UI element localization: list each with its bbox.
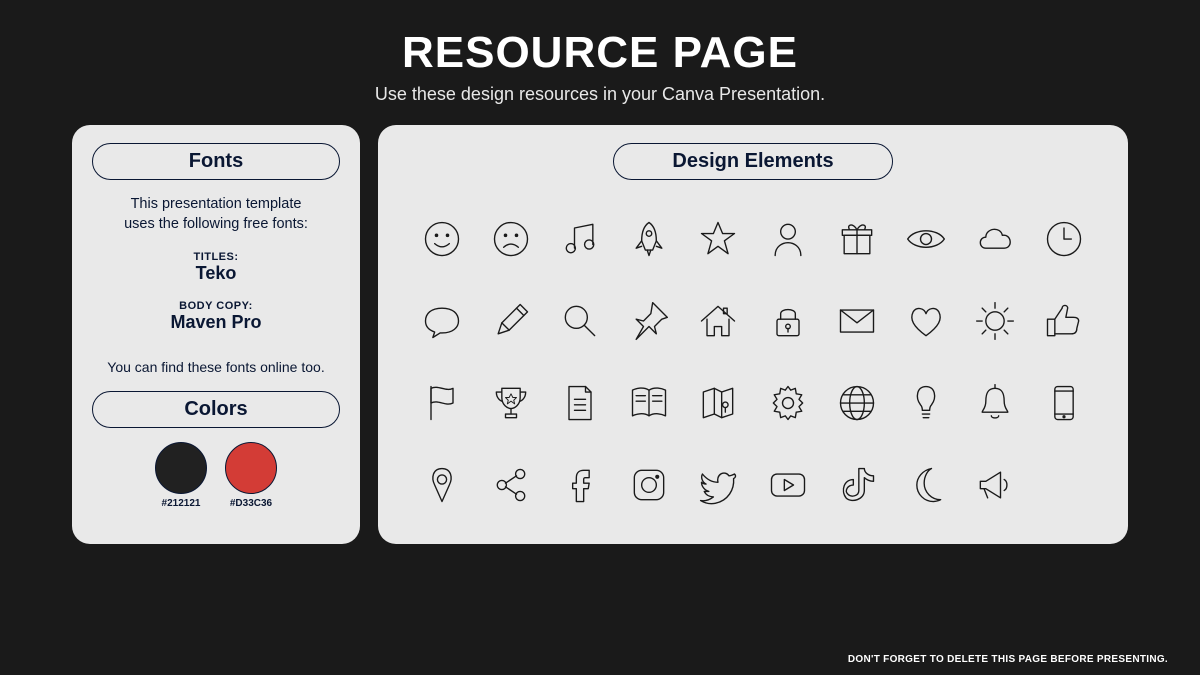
fonts-intro: This presentation template uses the foll…	[92, 194, 340, 235]
swatch-circle-1	[155, 442, 207, 494]
clock-icon	[1039, 212, 1090, 266]
phone-icon	[1039, 376, 1090, 430]
facebook-icon	[554, 458, 605, 512]
sun-icon	[970, 294, 1021, 348]
flag-icon	[416, 376, 467, 430]
map-icon	[693, 376, 744, 430]
swatch-hex-1: #212121	[155, 498, 207, 509]
body-label: BODY COPY:	[92, 300, 340, 312]
body-font-name: Maven Pro	[92, 312, 340, 333]
icon-grid	[398, 202, 1108, 522]
page-title: RESOURCE PAGE	[0, 28, 1200, 78]
speech-bubble-icon	[416, 294, 467, 348]
twitter-icon	[693, 458, 744, 512]
moon-icon	[900, 458, 951, 512]
tiktok-icon	[831, 458, 882, 512]
titles-font-name: Teko	[92, 263, 340, 284]
fonts-colors-panel: Fonts This presentation template uses th…	[72, 125, 360, 544]
fonts-note: You can find these fonts online too.	[92, 359, 340, 375]
eye-icon	[900, 212, 951, 266]
bell-icon	[970, 376, 1021, 430]
lightbulb-icon	[900, 376, 951, 430]
titles-label: TITLES:	[92, 251, 340, 263]
fonts-heading: Fonts	[92, 143, 340, 180]
youtube-icon	[762, 458, 813, 512]
lock-icon	[762, 294, 813, 348]
music-icon	[554, 212, 605, 266]
header: RESOURCE PAGE Use these design resources…	[0, 0, 1200, 105]
swatch-1: #212121	[155, 442, 207, 509]
elements-heading: Design Elements	[613, 143, 893, 180]
sad-icon	[485, 212, 536, 266]
document-icon	[554, 376, 605, 430]
gear-icon	[762, 376, 813, 430]
user-icon	[762, 212, 813, 266]
share-icon	[485, 458, 536, 512]
fonts-intro-line2: uses the following free fonts:	[124, 216, 308, 232]
colors-heading: Colors	[92, 391, 340, 428]
book-icon	[624, 376, 675, 430]
smile-icon	[416, 212, 467, 266]
swatch-hex-2: #D33C36	[225, 498, 277, 509]
magnifier-icon	[554, 294, 605, 348]
instagram-icon	[624, 458, 675, 512]
pushpin-icon	[624, 294, 675, 348]
trophy-icon	[485, 376, 536, 430]
panels-row: Fonts This presentation template uses th…	[0, 105, 1200, 544]
rocket-icon	[624, 212, 675, 266]
page-subtitle: Use these design resources in your Canva…	[0, 84, 1200, 105]
location-pin-icon	[416, 458, 467, 512]
color-swatches: #212121 #D33C36	[92, 442, 340, 509]
fonts-intro-line1: This presentation template	[131, 196, 302, 212]
design-elements-panel: Design Elements	[378, 125, 1128, 544]
gift-icon	[831, 212, 882, 266]
thumbs-up-icon	[1039, 294, 1090, 348]
megaphone-icon	[970, 458, 1021, 512]
heart-icon	[900, 294, 951, 348]
swatch-circle-2	[225, 442, 277, 494]
cloud-icon	[970, 212, 1021, 266]
star-icon	[693, 212, 744, 266]
empty-cell	[1039, 458, 1090, 512]
home-icon	[693, 294, 744, 348]
pencil-icon	[485, 294, 536, 348]
mail-icon	[831, 294, 882, 348]
globe-icon	[831, 376, 882, 430]
swatch-2: #D33C36	[225, 442, 277, 509]
footer-note: DON'T FORGET TO DELETE THIS PAGE BEFORE …	[848, 654, 1168, 665]
